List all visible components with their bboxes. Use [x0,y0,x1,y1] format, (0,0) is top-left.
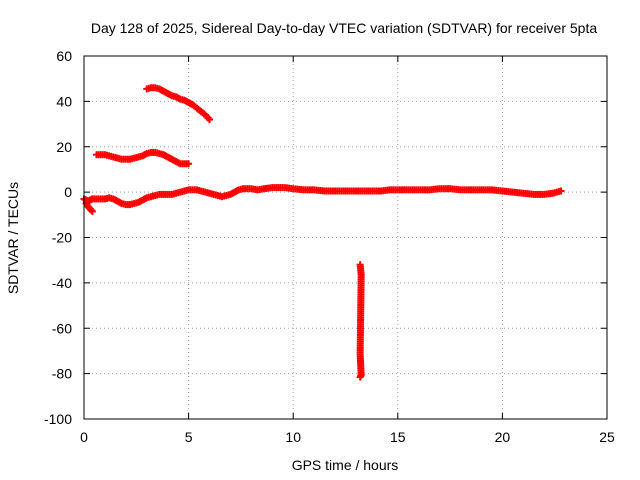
x-tick-label: 5 [185,429,193,445]
y-tick-label: 20 [56,139,72,155]
y-tick-label: -20 [52,230,72,246]
axis-ticks [83,55,608,420]
y-tick-label: -80 [52,366,72,382]
data-point [488,186,504,195]
data-point [457,186,473,194]
chart-title: Day 128 of 2025, Sidereal Day-to-day VTE… [91,20,598,36]
data-point [467,186,483,194]
data-point [477,186,494,194]
x-axis-label: GPS time / hours [292,457,399,473]
y-tick-labels: -100 -80 -60 -40 -20 0 20 40 60 [44,48,72,427]
x-tick-label: 10 [285,429,301,445]
y-axis-label: SDTVAR / TECUs [5,182,21,294]
data-point [557,187,565,195]
y-tick-label: -100 [44,411,72,427]
data-point [436,185,452,193]
data-point [88,207,96,215]
grid [84,56,607,419]
y-tick-label: -60 [52,320,72,336]
y-tick-label: 0 [64,184,72,200]
data-points [80,84,565,381]
x-tick-labels: 0 5 10 15 20 25 [80,429,615,445]
data-point [446,185,462,194]
y-tick-label: -40 [52,275,72,291]
data-point [356,271,365,356]
x-tick-label: 25 [599,429,615,445]
data-point [356,373,364,381]
x-tick-label: 20 [495,429,511,445]
x-tick-label: 15 [390,429,406,445]
data-point [206,116,214,124]
y-tick-label: 60 [56,48,72,64]
y-tick-label: 40 [56,93,72,109]
x-tick-label: 0 [80,429,88,445]
data-point [185,160,193,168]
